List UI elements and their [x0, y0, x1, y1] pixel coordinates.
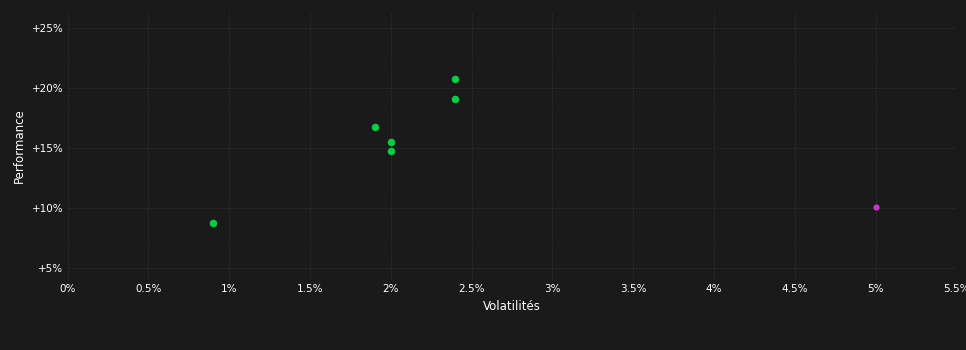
Y-axis label: Performance: Performance	[14, 108, 26, 183]
Point	[384, 148, 399, 153]
Point	[447, 76, 463, 82]
Point	[384, 139, 399, 145]
Point	[367, 124, 383, 130]
Point	[867, 204, 883, 210]
X-axis label: Volatilités: Volatilités	[483, 300, 541, 313]
Point	[206, 220, 221, 225]
Point	[447, 96, 463, 102]
